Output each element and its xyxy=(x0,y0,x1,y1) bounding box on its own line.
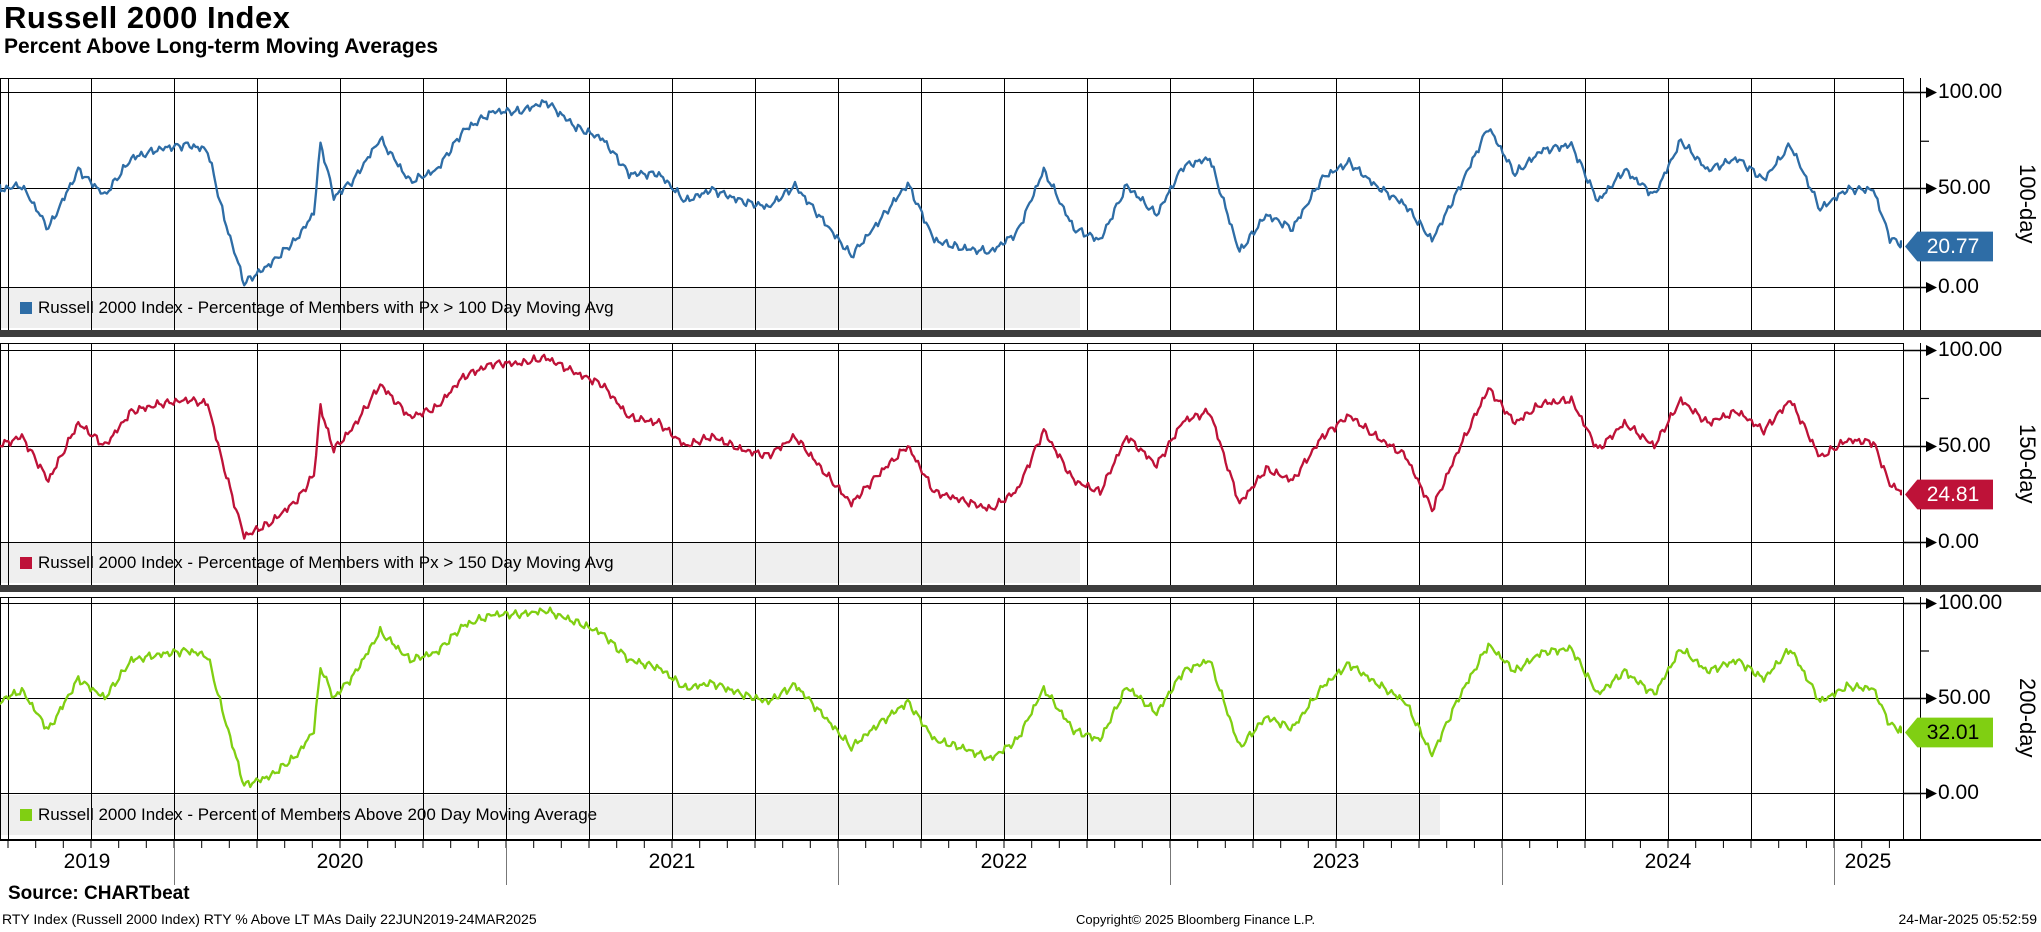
last-value-badge-150day: 24.81 xyxy=(1905,479,1993,510)
xtick-year-2023: 2023 xyxy=(1312,850,1360,873)
legend-100day: Russell 2000 Index - Percentage of Membe… xyxy=(20,288,614,328)
xtick-year-2025: 2025 xyxy=(1844,850,1892,873)
xtick-year-2021: 2021 xyxy=(648,850,696,873)
page-subtitle: Percent Above Long-term Moving Averages xyxy=(4,35,439,58)
xtick-year-2020: 2020 xyxy=(316,850,364,873)
last-value-badge-100day: 20.77 xyxy=(1905,231,1993,262)
ytick-200day-0: 0.00 xyxy=(1938,781,1979,804)
ticker-line: RTY Index (Russell 2000 Index) RTY % Abo… xyxy=(2,911,537,927)
legend-label-150day: Russell 2000 Index - Percentage of Membe… xyxy=(38,553,614,572)
ytick-200day-50: 50.00 xyxy=(1938,686,1991,709)
axis-name-100day: 100-day xyxy=(2015,164,2040,244)
legend-200day: Russell 2000 Index - Percent of Members … xyxy=(20,795,597,835)
legend-swatch-100day xyxy=(20,302,32,314)
panel-100day-plot xyxy=(0,78,1937,330)
legend-swatch-150day xyxy=(20,557,32,569)
source-label: Source: CHARTbeat xyxy=(8,883,190,904)
ytick-100day-0: 0.00 xyxy=(1938,275,1979,298)
legend-label-100day: Russell 2000 Index - Percentage of Membe… xyxy=(38,298,614,317)
ytick-150day-50: 50.00 xyxy=(1938,434,1991,457)
axis-name-200day: 200-day xyxy=(2015,678,2040,758)
legend-label-200day: Russell 2000 Index - Percent of Members … xyxy=(38,805,598,824)
ytick-150day-0: 0.00 xyxy=(1938,530,1979,553)
legend-swatch-200day xyxy=(20,809,32,821)
last-value-badge-200day: 32.01 xyxy=(1905,717,1993,748)
xtick-year-2024: 2024 xyxy=(1644,850,1692,873)
x-axis-strip xyxy=(0,839,2041,885)
ytick-150day-100: 100.00 xyxy=(1938,338,2003,361)
ytick-100day-100: 100.00 xyxy=(1938,80,2003,103)
xtick-year-2022: 2022 xyxy=(980,850,1028,873)
panel-150day-plot xyxy=(0,343,1937,585)
ytick-100day-50: 50.00 xyxy=(1938,176,1991,199)
panel-200day-plot xyxy=(0,597,1937,839)
copyright-text: Copyright© 2025 Bloomberg Finance L.P. xyxy=(1076,912,1316,927)
xtick-year-2019: 2019 xyxy=(63,850,111,873)
axis-name-150day: 150-day xyxy=(2015,424,2040,504)
panel-separator-1 xyxy=(0,330,2041,337)
ytick-200day-100: 100.00 xyxy=(1938,591,2003,614)
panel-separator-2 xyxy=(0,585,2041,592)
page-title: Russell 2000 Index xyxy=(4,0,291,35)
legend-150day: Russell 2000 Index - Percentage of Membe… xyxy=(20,543,614,583)
timestamp: 24-Mar-2025 05:52:59 xyxy=(1898,911,2037,927)
